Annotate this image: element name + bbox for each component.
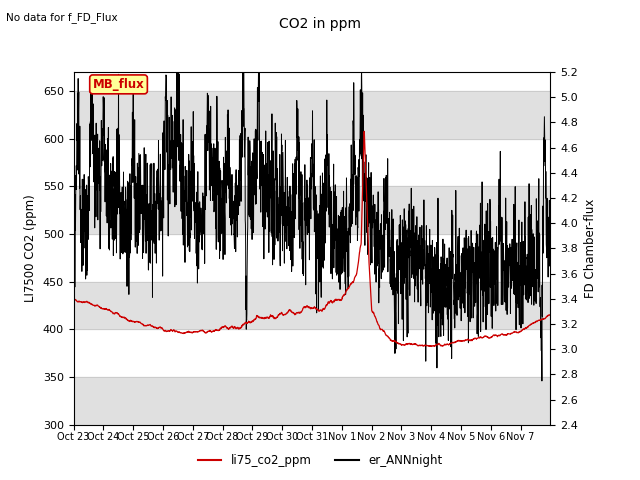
Text: No data for f_FD_Flux: No data for f_FD_Flux [6, 12, 118, 23]
Bar [74, 282, 550, 329]
Y-axis label: LI7500 CO2 (ppm): LI7500 CO2 (ppm) [24, 194, 37, 302]
Text: MB_flux: MB_flux [93, 78, 145, 91]
Y-axis label: FD Chamber-flux: FD Chamber-flux [584, 199, 596, 298]
Text: CO2 in ppm: CO2 in ppm [279, 17, 361, 31]
Legend: li75_co2_ppm, er_ANNnight: li75_co2_ppm, er_ANNnight [193, 449, 447, 472]
Bar [74, 91, 550, 139]
Bar [74, 186, 550, 234]
Bar [74, 377, 550, 425]
